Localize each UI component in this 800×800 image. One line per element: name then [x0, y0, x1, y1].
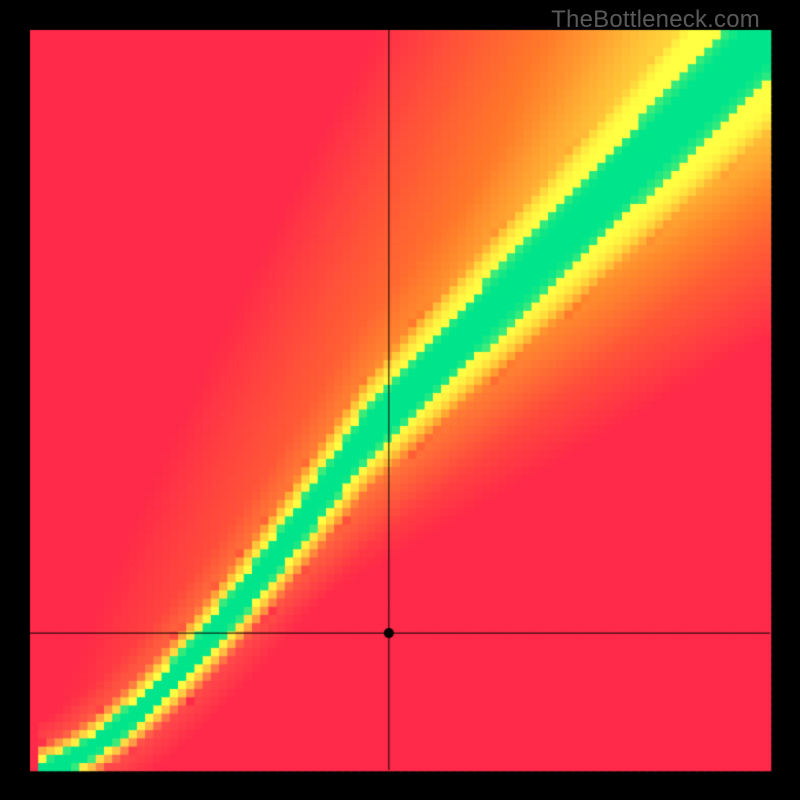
watermark-text: TheBottleneck.com	[551, 6, 760, 34]
chart-container: TheBottleneck.com	[0, 0, 800, 800]
bottleneck-heatmap-canvas	[0, 0, 800, 800]
